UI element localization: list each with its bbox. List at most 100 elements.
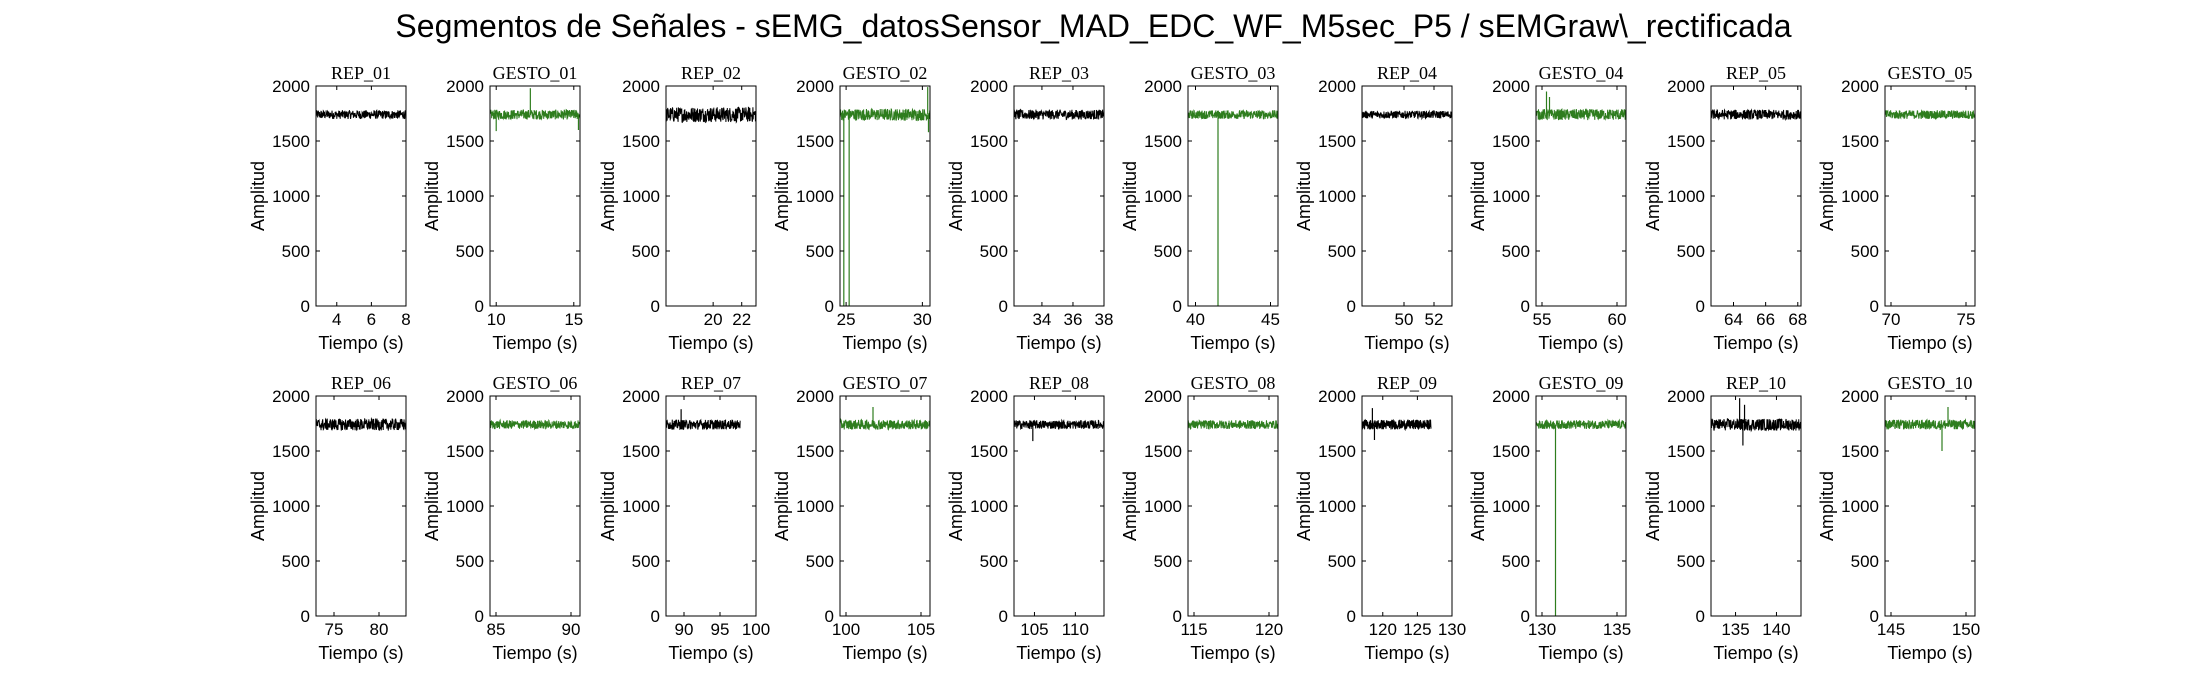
x-tick-label: 135 — [1603, 620, 1631, 639]
x-axis-label: Tiempo (s) — [318, 333, 403, 353]
subplot-title: REP_07 — [681, 373, 741, 393]
subplot-title: GESTO_01 — [493, 63, 578, 83]
y-axis-label: Amplitud — [1817, 471, 1837, 541]
y-tick-label: 1500 — [1841, 132, 1879, 151]
x-axis-label: Tiempo (s) — [1364, 333, 1449, 353]
y-tick-label: 1000 — [1144, 187, 1182, 206]
y-axis-label: Amplitud — [422, 471, 442, 541]
x-tick-label: 110 — [1062, 620, 1089, 639]
y-tick-label: 2000 — [970, 77, 1008, 96]
y-tick-label: 500 — [1328, 552, 1356, 571]
x-tick-label: 125 — [1403, 620, 1431, 639]
subplot-gesto-07: 0 500 1000 1500 2000 100 105 GESTO_07 Tiempo (s)… — [772, 373, 935, 663]
x-axis-label: Tiempo (s) — [318, 643, 403, 663]
x-tick-label: 105 — [1020, 620, 1048, 639]
x-tick-label: 115 — [1180, 620, 1207, 639]
y-axis-label: Amplitud — [1643, 471, 1663, 541]
signal-trace — [1536, 418, 1626, 430]
y-tick-label: 1000 — [622, 187, 660, 206]
y-tick-label: 1500 — [446, 132, 484, 151]
x-axis-label: Tiempo (s) — [1887, 333, 1972, 353]
x-axis-label: Tiempo (s) — [492, 333, 577, 353]
y-tick-label: 500 — [980, 552, 1008, 571]
y-tick-label: 1500 — [970, 132, 1008, 151]
y-tick-label: 2000 — [1667, 77, 1705, 96]
y-tick-label: 500 — [282, 552, 310, 571]
y-tick-label: 500 — [1851, 242, 1879, 261]
y-tick-label: 1000 — [272, 497, 310, 516]
x-axis-label: Tiempo (s) — [1016, 643, 1101, 663]
x-axis-label: Tiempo (s) — [1190, 333, 1275, 353]
x-axis-label: Tiempo (s) — [842, 643, 927, 663]
subplot-title: GESTO_06 — [493, 373, 578, 393]
y-tick-label: 1000 — [1492, 497, 1530, 516]
x-tick-label: 52 — [1425, 310, 1444, 329]
y-tick-label: 500 — [1677, 552, 1705, 571]
y-axis-label: Amplitud — [598, 471, 618, 541]
y-tick-label: 0 — [475, 607, 484, 626]
y-tick-label: 2000 — [1318, 77, 1356, 96]
subplot-title: REP_02 — [681, 63, 741, 83]
subplot-title: REP_08 — [1029, 373, 1089, 393]
x-tick-label: 6 — [367, 310, 376, 329]
axes-box — [1361, 85, 1453, 307]
x-axis-label: Tiempo (s) — [1016, 333, 1101, 353]
signal-trace — [1362, 109, 1452, 121]
y-tick-label: 1000 — [1492, 187, 1530, 206]
y-tick-label: 500 — [1502, 242, 1530, 261]
x-tick-label: 85 — [487, 620, 506, 639]
signal-trace — [490, 108, 580, 121]
y-axis-label: Amplitud — [1643, 161, 1663, 231]
y-tick-label: 0 — [1521, 607, 1530, 626]
signal-trace — [1188, 419, 1278, 430]
y-axis-label: Amplitud — [598, 161, 618, 231]
y-tick-label: 2000 — [1144, 77, 1182, 96]
x-tick-label: 40 — [1186, 310, 1205, 329]
y-tick-label: 1000 — [272, 187, 310, 206]
subplot-title: REP_06 — [331, 373, 391, 393]
y-tick-label: 1500 — [1318, 442, 1356, 461]
y-tick-label: 1500 — [272, 442, 310, 461]
y-tick-label: 500 — [632, 552, 660, 571]
y-tick-label: 2000 — [446, 77, 484, 96]
y-tick-label: 500 — [1677, 242, 1705, 261]
y-tick-label: 1500 — [1144, 132, 1182, 151]
y-tick-label: 1000 — [1667, 497, 1705, 516]
subplot-title: REP_05 — [1726, 63, 1786, 83]
signal-trace — [1885, 418, 1975, 431]
y-tick-label: 2000 — [272, 77, 310, 96]
x-axis-label: Tiempo (s) — [842, 333, 927, 353]
y-tick-label: 1500 — [622, 132, 660, 151]
subplot-title: REP_01 — [331, 63, 391, 83]
y-tick-label: 2000 — [622, 387, 660, 406]
y-tick-label: 500 — [806, 242, 834, 261]
x-tick-label: 66 — [1756, 310, 1775, 329]
y-tick-label: 500 — [1328, 242, 1356, 261]
y-tick-label: 2000 — [622, 77, 660, 96]
subplot-rep-10: 0 500 1000 1500 2000 135 140 REP_10 Tiempo (s) Am… — [1643, 373, 1802, 663]
axes-box — [315, 395, 407, 617]
y-axis-label: Amplitud — [946, 161, 966, 231]
subplot-rep-02: 0 500 1000 1500 2000 20 22 REP_02 Tiempo (s) Ampl… — [598, 63, 757, 353]
y-tick-label: 0 — [1870, 607, 1879, 626]
x-axis-label: Tiempo (s) — [1713, 333, 1798, 353]
y-tick-label: 0 — [1347, 297, 1356, 316]
subplot-rep-09: 0 500 1000 1500 2000 120 125 130 REP_09 Tiempo (s… — [1294, 373, 1466, 663]
signal-trace — [1188, 109, 1278, 120]
y-tick-label: 1000 — [796, 187, 834, 206]
subplot-title: REP_09 — [1377, 373, 1437, 393]
y-tick-label: 1500 — [1144, 442, 1182, 461]
signal-trace — [316, 109, 406, 120]
signal-trace — [316, 416, 406, 432]
subplot-title: GESTO_07 — [843, 373, 928, 393]
subplot-rep-04: 0 500 1000 1500 2000 50 52 REP_04 Tiempo (s) Ampl… — [1294, 63, 1453, 353]
y-tick-label: 2000 — [1841, 387, 1879, 406]
y-tick-label: 1500 — [1667, 442, 1705, 461]
x-tick-label: 130 — [1528, 620, 1556, 639]
subplot-title: GESTO_05 — [1888, 63, 1973, 83]
y-tick-label: 0 — [301, 607, 310, 626]
x-tick-label: 95 — [711, 620, 730, 639]
signal-trace — [1362, 418, 1432, 432]
y-tick-label: 0 — [999, 297, 1008, 316]
subplot-title: GESTO_10 — [1888, 373, 1973, 393]
